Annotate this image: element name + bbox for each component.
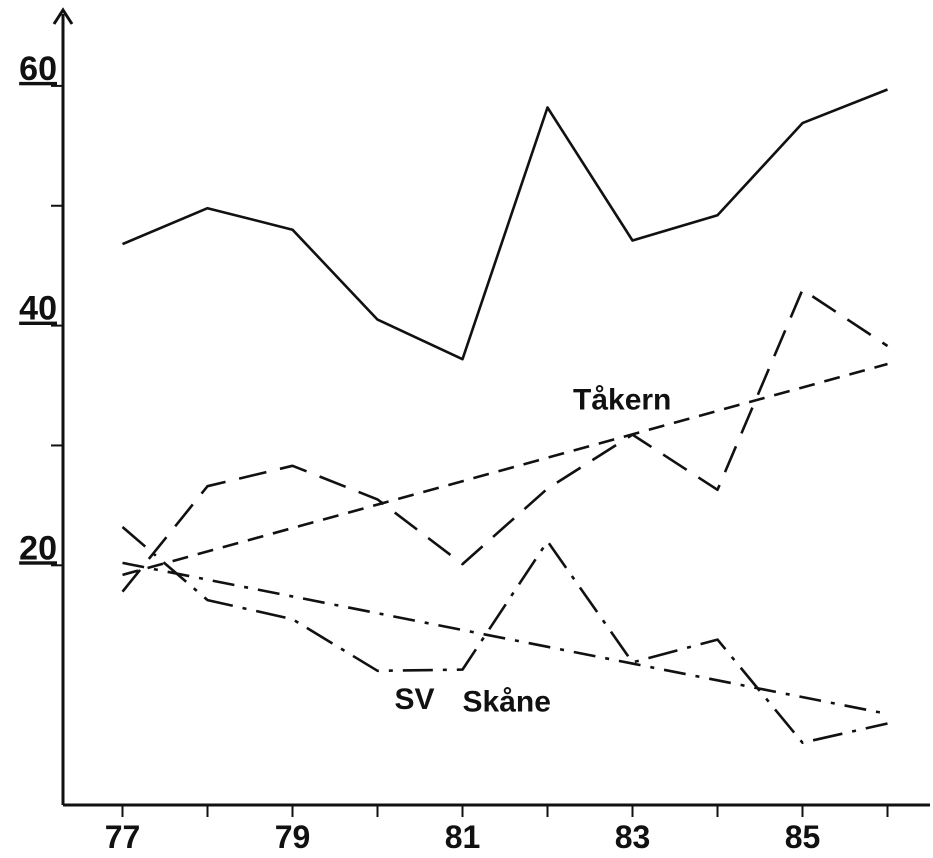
series-line-5 (122, 561, 888, 716)
x-tick-label: 77 (105, 819, 141, 855)
labels-layer: 77 79 81 83 85 20 40 60 (19, 50, 820, 855)
annotation-label: SV (395, 683, 435, 716)
y-tick-label: 20 (19, 529, 57, 567)
annotations-layer: Tåkern SV Skåne (395, 384, 672, 719)
y-tick-label: 40 (19, 290, 57, 328)
y-tick-label: 60 (19, 50, 57, 88)
x-tick-label: 85 (785, 819, 821, 855)
x-tick-label: 83 (615, 819, 651, 855)
series-layer (121, 88, 889, 745)
x-tick-label: 81 (445, 819, 481, 855)
x-tick-label: 79 (275, 819, 311, 855)
series-line-3 (122, 362, 888, 577)
y-axis-arrow-icon (52, 7, 74, 25)
annotation-label: Skåne (463, 686, 551, 719)
annotation-label: Tåkern (573, 384, 671, 417)
ticks-layer (51, 84, 889, 817)
series-line-4 (121, 526, 888, 745)
series-line-1 (121, 88, 888, 361)
series-line-2 (121, 288, 889, 593)
